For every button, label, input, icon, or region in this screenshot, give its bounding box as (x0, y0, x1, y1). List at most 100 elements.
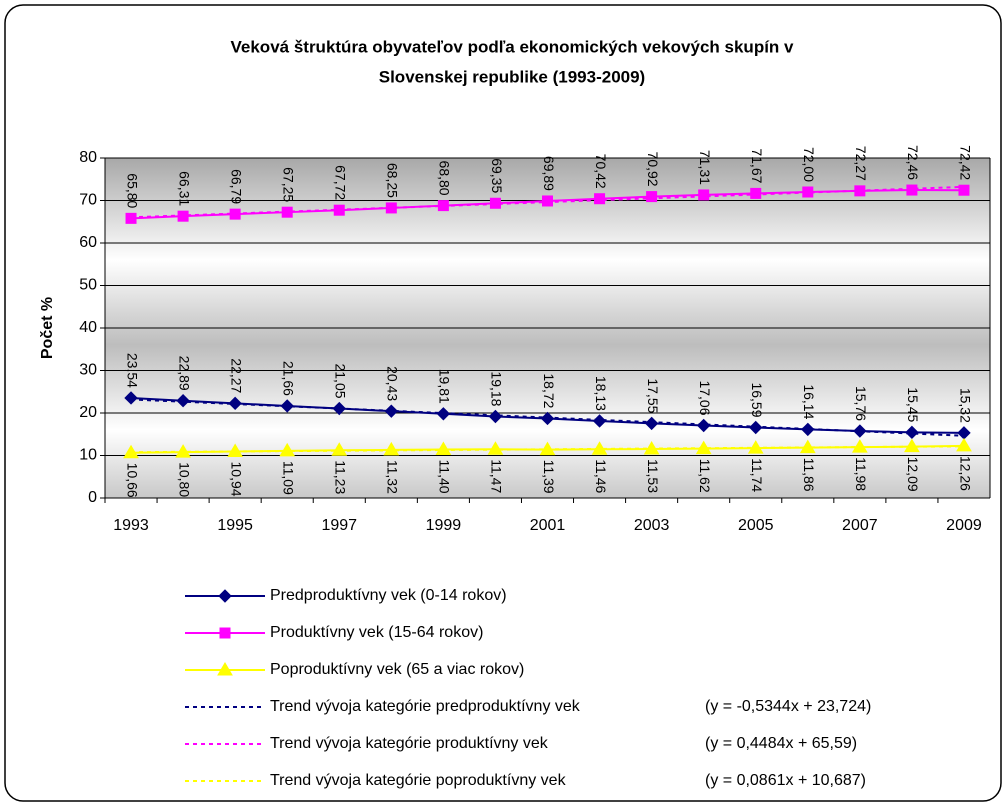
data-label: 68,25 (385, 163, 401, 198)
data-point (279, 442, 296, 457)
data-label: 21,05 (333, 363, 349, 398)
data-label: 67,72 (333, 165, 349, 200)
data-label: 16,14 (801, 384, 817, 419)
legend-marker (219, 627, 231, 639)
data-point (956, 437, 972, 452)
x-tick-label: 1993 (113, 517, 149, 534)
legend-label: Produktívny vek (15-64 rokov) (270, 624, 483, 641)
data-label: 72,27 (853, 146, 869, 181)
data-label: 10,94 (228, 462, 244, 497)
data-point (799, 439, 816, 454)
data-point (905, 425, 919, 440)
data-point (643, 441, 660, 455)
data-label: 11,62 (697, 459, 713, 493)
data-label: 67,25 (281, 167, 297, 202)
y-tick-label: 10 (79, 447, 97, 464)
data-label: 19,18 (489, 371, 505, 406)
data-point (436, 407, 451, 421)
data-label: 70,42 (593, 154, 609, 189)
data-label: 19,81 (437, 369, 453, 404)
y-tick-label: 40 (79, 319, 97, 336)
data-label: 12,26 (957, 456, 973, 491)
data-point (384, 404, 399, 418)
data-label: 11,46 (593, 459, 609, 493)
data-label: 23,54 (124, 353, 140, 388)
data-label: 72,00 (801, 147, 817, 182)
data-label: 11,47 (489, 459, 505, 493)
legend-equation: (y = 0,4484x + 65,59) (705, 735, 857, 752)
data-label: 72,46 (905, 145, 921, 180)
data-label: 66,79 (228, 169, 244, 204)
data-point (333, 204, 345, 216)
legend-label: Predproduktívny vek (0-14 rokov) (270, 587, 507, 604)
data-label: 15,45 (905, 387, 921, 422)
data-point (851, 439, 868, 453)
data-label: 16,59 (749, 382, 765, 417)
data-label: 71,31 (697, 150, 713, 185)
data-point (176, 394, 190, 408)
legend-label: Trend vývoja kategórie poproduktívny vek (270, 772, 567, 789)
data-label: 22,27 (228, 358, 244, 393)
legend-label: Trend vývoja kategórie produktívny vek (270, 735, 549, 752)
data-label: 15,76 (853, 386, 869, 421)
data-point (489, 197, 501, 209)
y-axis-label: Počet % (39, 297, 56, 359)
data-point (228, 396, 242, 411)
legend-label: Poproduktívny vek (65 a viac rokov) (270, 661, 524, 678)
data-point (435, 441, 452, 456)
x-tick-label: 2005 (738, 517, 774, 534)
data-label: 11,53 (645, 459, 661, 493)
data-point (854, 185, 866, 197)
data-label: 11,39 (541, 460, 557, 494)
x-tick-label: 1995 (217, 517, 253, 534)
data-label: 11,86 (801, 458, 817, 492)
data-label: 70,92 (645, 152, 661, 187)
data-point (123, 444, 139, 459)
data-point (229, 208, 241, 220)
legend-label: Trend vývoja kategórie predproduktívny v… (270, 698, 581, 715)
data-label: 72,42 (957, 145, 973, 180)
data-point (280, 399, 294, 413)
y-tick-label: 70 (79, 192, 97, 209)
data-point (542, 195, 553, 207)
x-tick-label: 2001 (530, 517, 566, 534)
x-tick-label: 1999 (426, 517, 462, 534)
data-label: 66,31 (176, 171, 192, 206)
chart-title: Slovenskej republike (1993-2009) (379, 67, 645, 86)
data-label: 11,74 (749, 458, 765, 492)
data-point (696, 418, 711, 433)
data-point (904, 438, 920, 453)
y-tick-label: 80 (79, 149, 97, 166)
data-label: 21,66 (281, 361, 297, 396)
data-point (177, 210, 189, 222)
x-tick-label: 2009 (946, 517, 982, 534)
data-point (750, 187, 762, 199)
data-point (594, 193, 606, 205)
y-tick-label: 60 (79, 234, 97, 251)
data-point (853, 424, 867, 438)
y-tick-label: 20 (79, 404, 97, 421)
data-label: 69,35 (489, 158, 505, 193)
data-label: 11,40 (437, 460, 453, 494)
data-label: 65,80 (124, 173, 140, 208)
y-tick-label: 0 (88, 489, 97, 506)
data-label: 71,67 (749, 148, 765, 183)
data-point (749, 420, 763, 435)
data-point (644, 416, 659, 431)
data-label: 17,06 (697, 380, 713, 415)
data-point (488, 409, 503, 424)
data-label: 10,66 (124, 463, 140, 498)
data-label: 11,98 (853, 457, 869, 491)
data-label: 68,80 (437, 161, 453, 196)
data-label: 10,80 (176, 462, 192, 497)
data-label: 15,32 (957, 388, 973, 423)
x-tick-label: 2003 (634, 517, 670, 534)
data-point (539, 441, 556, 456)
data-label: 18,13 (593, 376, 609, 411)
legend-marker (217, 662, 233, 676)
legend-equation: (y = 0,0861x + 10,687) (705, 772, 866, 789)
data-point (125, 212, 137, 224)
legend-equation: (y = -0,5344x + 23,724) (705, 698, 871, 715)
